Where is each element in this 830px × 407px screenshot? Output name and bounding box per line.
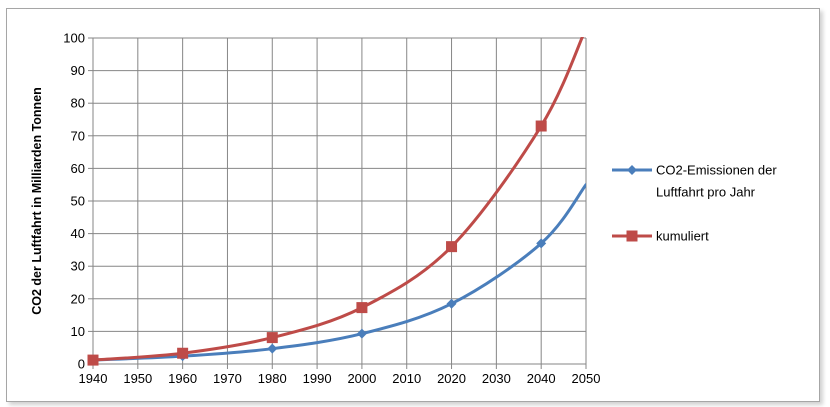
legend-marker-diamond bbox=[627, 165, 637, 175]
x-tick-label: 1970 bbox=[213, 371, 242, 386]
y-tick-label: 60 bbox=[71, 161, 85, 176]
y-tick-label: 20 bbox=[71, 291, 85, 306]
chart-frame bbox=[6, 8, 820, 402]
legend-label: CO2-Emissionen der bbox=[656, 163, 777, 178]
series-line bbox=[93, 183, 586, 362]
x-tick-label: 1990 bbox=[303, 371, 332, 386]
data-point-diamond bbox=[267, 343, 278, 354]
x-tick-label: 2050 bbox=[572, 371, 601, 386]
data-point-square bbox=[356, 302, 368, 314]
series-markers bbox=[87, 120, 547, 366]
y-tick-label: 80 bbox=[71, 96, 85, 111]
data-point-diamond bbox=[356, 328, 367, 339]
y-tick-label: 100 bbox=[63, 31, 85, 46]
y-tick-labels: 0 10 20 30 40 50 60 70 80 90 100 bbox=[63, 31, 85, 372]
data-point-square bbox=[177, 347, 189, 359]
series-line bbox=[93, 37, 584, 362]
x-tick-label: 2040 bbox=[527, 371, 556, 386]
x-tick-label: 2000 bbox=[347, 371, 376, 386]
series-2 bbox=[93, 37, 584, 362]
y-tick-label: 40 bbox=[71, 226, 85, 241]
legend-item-1: CO2-Emissionen der Luftfahrt pro Jahr bbox=[612, 163, 777, 200]
x-tick-label: 1940 bbox=[79, 371, 108, 386]
x-tick-label: 1950 bbox=[123, 371, 152, 386]
y-tick-label: 50 bbox=[71, 194, 85, 209]
grid bbox=[92, 37, 587, 365]
y-tick-label: 0 bbox=[78, 357, 85, 372]
x-tick-labels: 1940 1950 1960 1970 1980 1990 2000 2010 2020 2030… bbox=[79, 371, 601, 386]
legend-item-2: kumuliert bbox=[612, 229, 709, 244]
x-tick-label: 1960 bbox=[168, 371, 197, 386]
plot-area bbox=[87, 37, 586, 366]
x-tick-label: 2030 bbox=[482, 371, 511, 386]
y-tick-label: 90 bbox=[71, 63, 85, 78]
legend: CO2-Emissionen der Luftfahrt pro Jahr kumu… bbox=[612, 163, 777, 244]
data-point-diamond bbox=[536, 238, 547, 249]
data-point-diamond bbox=[446, 298, 457, 309]
series-1 bbox=[93, 183, 586, 362]
legend-label: Luftfahrt pro Jahr bbox=[656, 185, 756, 200]
y-axis-label: CO2 der Luftfahrt in Milliarden Tonnen bbox=[30, 87, 44, 315]
data-point-square bbox=[266, 332, 278, 344]
legend-label: kumuliert bbox=[656, 229, 709, 244]
x-tick-label: 1980 bbox=[258, 371, 287, 386]
y-tick-label: 70 bbox=[71, 128, 85, 143]
y-tick-label: 10 bbox=[71, 324, 85, 339]
x-tick-label: 2010 bbox=[392, 371, 421, 386]
x-tick-label: 2020 bbox=[437, 371, 466, 386]
data-point-square bbox=[446, 241, 458, 253]
y-tick-label: 30 bbox=[71, 259, 85, 274]
data-point-square bbox=[535, 120, 547, 132]
data-point-square bbox=[87, 354, 99, 366]
legend-marker-square bbox=[626, 230, 638, 242]
axes bbox=[88, 37, 587, 369]
